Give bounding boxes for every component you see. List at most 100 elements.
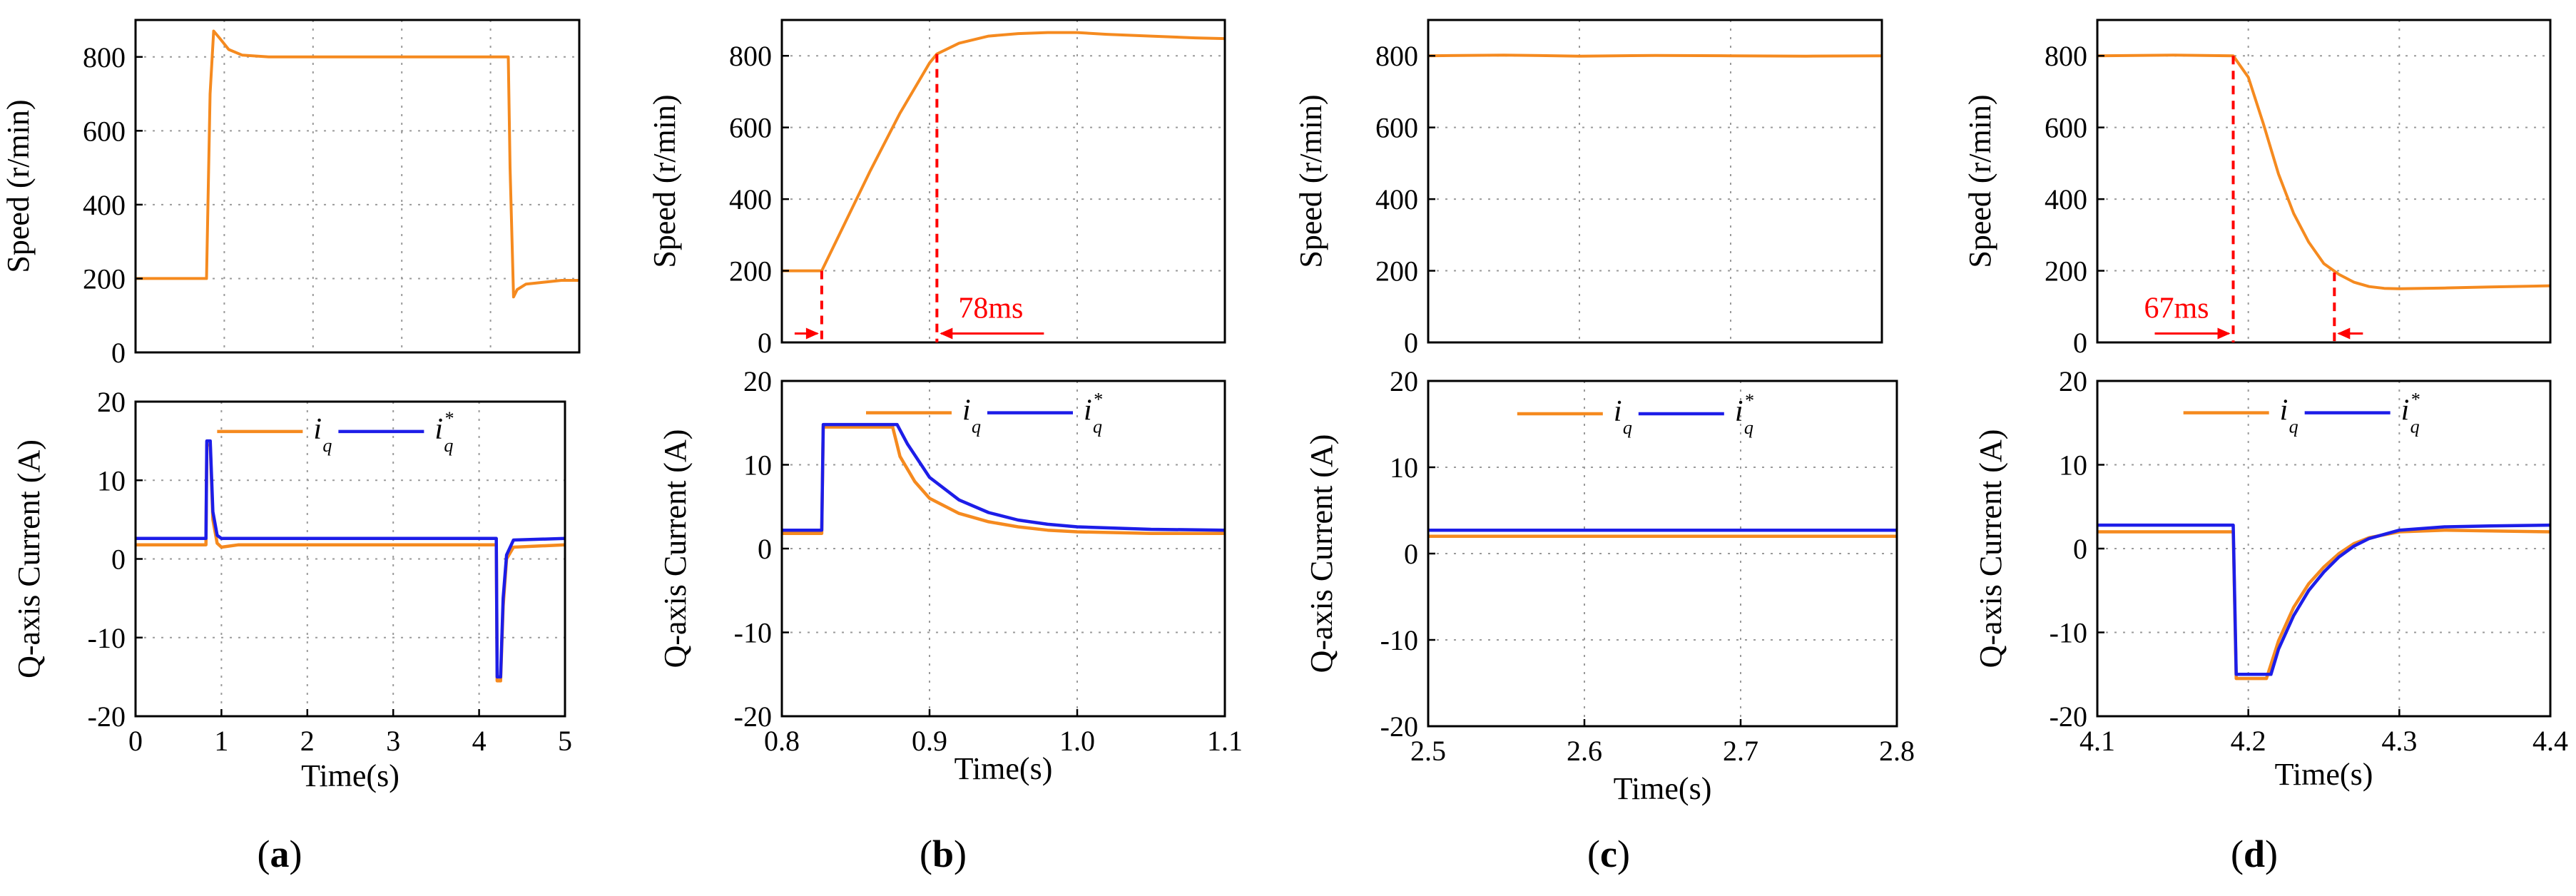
y-tick-label: 0 — [2073, 533, 2087, 565]
iq-series-line — [782, 425, 1225, 536]
panel-label-a: (a) — [258, 833, 302, 875]
x-tick-label: 4 — [472, 725, 487, 757]
legend: i q i *q — [1517, 390, 1753, 438]
y-tick-label: 10 — [97, 464, 126, 497]
legend: i q i *q — [217, 408, 453, 456]
y-tick-label: 0 — [758, 533, 772, 565]
legend: i q i *q — [865, 390, 1102, 437]
speed-series-line — [2097, 54, 2550, 290]
y-tick-label: 20 — [1390, 365, 1418, 397]
annotation-arrowhead-left — [805, 327, 819, 340]
panel-label-letter: b — [932, 833, 954, 875]
x-tick-label: 2.7 — [1723, 735, 1758, 767]
y-tick-label: 600 — [2045, 112, 2087, 144]
panel-label-close: ) — [1617, 833, 1630, 875]
legend-label-iq-ref-sup: * — [1744, 390, 1753, 411]
annotation-label: 78ms — [958, 292, 1023, 325]
panel-label-close: ) — [2265, 833, 2278, 875]
y-tick-label: 800 — [83, 41, 126, 73]
speed-y-axis-title: Speed (r/min) — [1293, 94, 1328, 268]
plot-frame — [780, 380, 1226, 718]
x-tick-label: 4.1 — [2079, 725, 2115, 757]
plot-frame — [780, 19, 1226, 344]
y-tick-label: 10 — [743, 449, 772, 482]
speed-series-line — [782, 31, 1225, 273]
legend-label-iq-sub: q — [2289, 417, 2298, 437]
legend-label-iq-ref-sub: q — [1093, 417, 1102, 437]
legend-label-iq-sub: q — [1623, 417, 1632, 438]
y-tick-label: -20 — [2050, 701, 2087, 733]
plot-frame — [2096, 19, 2552, 344]
speed-y-axis-title: Speed (r/min) — [1, 99, 36, 273]
legend-label-iq-sub: q — [972, 417, 981, 437]
y-tick-label: 0 — [758, 327, 772, 359]
current-y-axis-title: Q-axis Current (A) — [1304, 434, 1339, 673]
x-axis-title: Time(s) — [301, 758, 399, 793]
legend-label-iq: i — [1614, 395, 1622, 428]
y-tick-label: 800 — [2045, 40, 2087, 72]
annotation-label: 67ms — [2144, 292, 2209, 325]
panel-label-close: ) — [954, 833, 967, 875]
plot-frame — [134, 19, 581, 354]
annotation-arrowhead-right — [2337, 327, 2351, 340]
panel-label-letter: d — [2244, 833, 2265, 875]
x-axis-title: Time(s) — [954, 751, 1053, 786]
x-tick-label: 2 — [300, 725, 315, 757]
y-tick-label: 400 — [1375, 183, 1418, 215]
speed-series-line — [136, 29, 579, 299]
legend-label-iq-ref-sub: q — [1744, 417, 1753, 438]
x-tick-label: 0.8 — [764, 725, 800, 757]
annotation: 67ms — [2144, 56, 2363, 342]
y-tick-label: 600 — [729, 112, 772, 144]
panel-label-open: ( — [920, 833, 932, 875]
speed-plot-1: 0 200 400 600 800 Speed (r/min) 78ms — [647, 19, 1226, 359]
y-tick-label: 600 — [1375, 112, 1418, 144]
x-tick-label: 2.6 — [1567, 735, 1602, 767]
current-plot-3: -20 -10 0 10 20 4.1 4.2 4.3 4.4 Q-axis Current (A… — [1973, 365, 2568, 792]
y-tick-label: 0 — [2073, 327, 2087, 359]
y-tick-label: 200 — [83, 263, 126, 295]
y-tick-label: 0 — [1404, 327, 1418, 359]
speed-plot-2: 0 200 400 600 800 Speed (r/min) — [1293, 19, 1883, 359]
y-tick-label: 0 — [111, 337, 126, 369]
legend-label-iq-ref-sup: * — [444, 408, 453, 429]
y-tick-label: -20 — [1380, 711, 1418, 743]
panel-label-d: (d) — [2231, 833, 2278, 875]
y-tick-label: 200 — [729, 255, 772, 287]
y-tick-label: 10 — [1390, 452, 1418, 484]
panel-label-open: ( — [1587, 833, 1600, 875]
x-tick-label: 2.5 — [1410, 735, 1446, 767]
legend-label-iq: i — [962, 394, 971, 427]
panel-label-b: (b) — [920, 833, 967, 875]
panel-label-close: ) — [290, 833, 302, 875]
y-tick-label: 200 — [2045, 255, 2087, 287]
legend-label-iq-ref: i — [1084, 394, 1092, 427]
x-tick-label: 1.1 — [1207, 725, 1243, 757]
x-axis-title: Time(s) — [1614, 771, 1712, 806]
speed-plot-3: 0 200 400 600 800 Speed (r/min) 67ms — [1962, 19, 2552, 359]
y-tick-label: 10 — [2059, 449, 2087, 482]
y-tick-label: 0 — [111, 544, 126, 576]
current-y-axis-title: Q-axis Current (A) — [11, 439, 46, 678]
x-tick-label: 1 — [214, 725, 228, 757]
legend-label-iq-ref-sup: * — [2410, 390, 2420, 410]
y-tick-label: 800 — [729, 40, 772, 72]
y-tick-label: 0 — [1404, 538, 1418, 570]
iq-series-line — [2097, 528, 2550, 681]
y-tick-label: 400 — [2045, 183, 2087, 215]
x-tick-label: 4.3 — [2381, 725, 2417, 757]
legend-label-iq-ref-sub: q — [2410, 417, 2420, 437]
iq-ref-series-line — [136, 439, 565, 679]
y-tick-label: 20 — [2059, 365, 2087, 397]
speed-plot-0: 0 200 400 600 800 Speed (r/min) — [1, 19, 581, 369]
legend: i q i *q — [2183, 390, 2420, 437]
x-tick-label: 5 — [558, 725, 572, 757]
panel-label-letter: a — [270, 833, 290, 875]
x-tick-label: 4.2 — [2231, 725, 2266, 757]
legend-label-iq-ref-sup: * — [1093, 390, 1102, 410]
current-plot-0: -20 -10 0 10 20 0 1 2 3 4 5 Q-axis Current (A) Time(… — [11, 386, 572, 793]
y-tick-label: 200 — [1375, 255, 1418, 287]
y-tick-label: 20 — [743, 365, 772, 397]
current-y-axis-title: Q-axis Current (A) — [1973, 429, 2008, 668]
